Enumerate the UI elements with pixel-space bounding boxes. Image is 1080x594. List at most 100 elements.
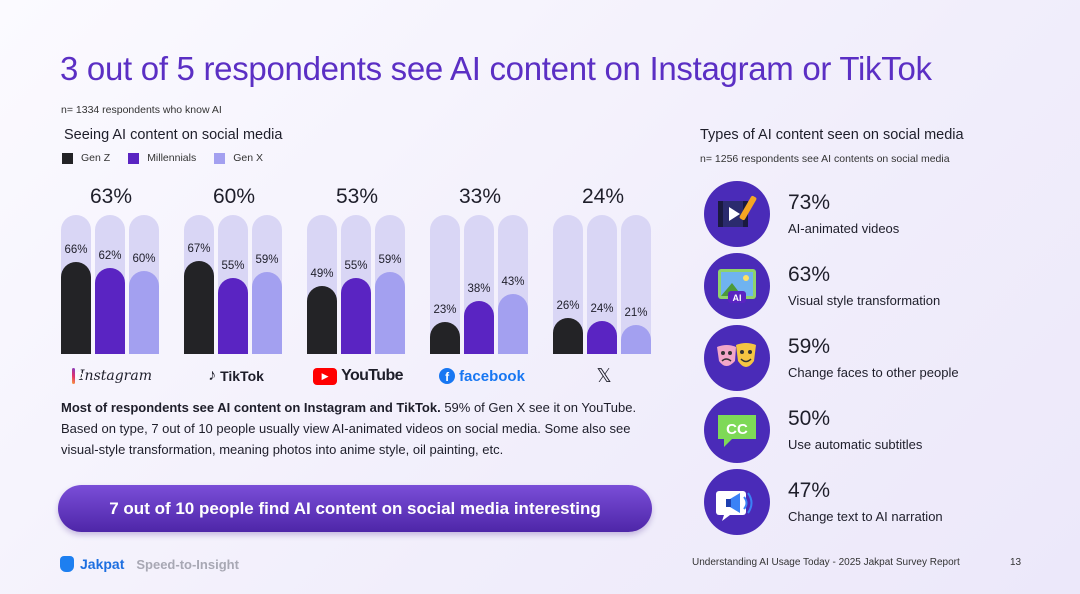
closed-caption-icon: CC bbox=[704, 397, 770, 463]
bar-value-label: 62% bbox=[98, 249, 122, 262]
bar-gen-x bbox=[252, 272, 282, 354]
bar-group-x: 24% 26% 24% 21% bbox=[553, 182, 653, 354]
bar-track bbox=[430, 215, 460, 354]
bar-millennials bbox=[218, 277, 248, 354]
type-pct: 73% bbox=[788, 191, 831, 214]
legend-label: Millennials bbox=[147, 152, 197, 164]
legend-item-gen-z: Gen Z bbox=[62, 152, 110, 164]
tiktok-icon: ♪ bbox=[208, 367, 217, 384]
bar-value-label: 67% bbox=[187, 242, 211, 255]
bar-track bbox=[498, 215, 528, 354]
facebook-icon: f bbox=[439, 368, 456, 384]
instagram-logo: Instagram bbox=[72, 365, 152, 387]
type-pct: 50% bbox=[788, 407, 831, 430]
type-label: Visual style transformation bbox=[788, 293, 941, 308]
legend-swatch bbox=[62, 152, 73, 164]
bar-track bbox=[307, 215, 337, 354]
bar-gen-z bbox=[430, 322, 460, 354]
bar-track bbox=[553, 215, 583, 354]
bar-track bbox=[184, 215, 214, 354]
group-total-label: 53% bbox=[335, 185, 379, 208]
bar-value-label: 60% bbox=[132, 252, 156, 265]
facebook-logo-text: facebook bbox=[459, 367, 525, 385]
bar-gen-z bbox=[184, 260, 214, 354]
bar-gen-z bbox=[307, 285, 337, 354]
summary-text: Most of respondents see AI content on In… bbox=[61, 397, 651, 460]
bar-track bbox=[464, 215, 494, 354]
bar-group-tiktok: 60% 67% 55% 59% bbox=[184, 182, 284, 354]
summary-bold: Most of respondents see AI content on In… bbox=[61, 400, 441, 415]
tiktok-logo-text: TikTok bbox=[220, 368, 264, 384]
type-item-change-faces: 59% Change faces to other people bbox=[704, 325, 1004, 393]
bar-track bbox=[129, 215, 159, 354]
group-total-label: 60% bbox=[212, 185, 256, 208]
bar-millennials bbox=[464, 301, 494, 354]
tiktok-logo: ♪ TikTok bbox=[198, 365, 274, 387]
type-item-animated-videos: 73% AI-animated videos bbox=[704, 181, 1004, 249]
bar-value-label: 21% bbox=[624, 306, 648, 319]
bar-value-label: 55% bbox=[221, 259, 245, 272]
bar-value-label: 55% bbox=[344, 259, 368, 272]
legend-swatch bbox=[128, 152, 140, 164]
report-title: Understanding AI Usage Today - 2025 Jakp… bbox=[692, 557, 960, 568]
group-total-label: 63% bbox=[89, 185, 133, 208]
bar-millennials bbox=[95, 267, 125, 354]
bar-millennials bbox=[341, 277, 371, 354]
bar-group-youtube: 53% 49% 55% 59% bbox=[307, 182, 407, 354]
bar-millennials bbox=[587, 320, 617, 354]
type-label: Use automatic subtitles bbox=[788, 437, 923, 452]
bar-gen-x bbox=[498, 294, 528, 354]
chart-legend: Gen Z Millennials Gen X bbox=[62, 152, 263, 164]
types-sample-note: n= 1256 respondents see AI contents on s… bbox=[700, 153, 950, 165]
legend-item-gen-x: Gen X bbox=[214, 152, 263, 164]
group-total-label: 33% bbox=[458, 185, 502, 208]
youtube-logo: ▶ YouTube bbox=[313, 365, 404, 387]
page-number: 13 bbox=[1010, 557, 1022, 568]
facebook-logo: f facebook bbox=[436, 365, 528, 387]
bar-track bbox=[61, 215, 91, 354]
x-logo: 𝕏 bbox=[584, 365, 624, 387]
x-logo-text: 𝕏 bbox=[596, 365, 612, 387]
youtube-logo-text: YouTube bbox=[341, 367, 403, 384]
type-item-visual-style: AI 63% Visual style transformation bbox=[704, 253, 1004, 321]
bar-gen-z bbox=[553, 317, 583, 354]
type-label: AI-animated videos bbox=[788, 221, 900, 236]
bar-gen-x bbox=[621, 324, 651, 354]
sample-note: n= 1334 respondents who know AI bbox=[61, 104, 222, 116]
instagram-icon bbox=[72, 368, 84, 384]
highlight-banner: 7 out of 10 people find AI content on so… bbox=[58, 485, 652, 532]
type-item-narration: 47% Change text to AI narration bbox=[704, 469, 1004, 537]
instagram-logo-text: Instagram bbox=[79, 368, 152, 384]
bar-value-label: 38% bbox=[467, 283, 491, 296]
theater-masks-icon bbox=[704, 325, 770, 391]
bar-value-label: 26% bbox=[556, 299, 580, 312]
bar-track bbox=[621, 215, 651, 354]
bar-value-label: 59% bbox=[255, 253, 279, 266]
bar-track bbox=[252, 215, 282, 354]
bar-gen-x bbox=[375, 272, 405, 354]
bar-track bbox=[341, 215, 371, 354]
types-title: Types of AI content seen on social media bbox=[700, 127, 964, 143]
film-pen-icon bbox=[704, 181, 770, 247]
jakpat-logo-icon bbox=[60, 556, 74, 572]
bar-track bbox=[375, 215, 405, 354]
bar-group-instagram: 63% 66% 62% 60% bbox=[61, 182, 161, 354]
bar-track bbox=[218, 215, 248, 354]
page-title: 3 out of 5 respondents see AI content on… bbox=[60, 50, 932, 87]
type-item-subtitles: CC 50% Use automatic subtitles bbox=[704, 397, 1004, 465]
bar-gen-z bbox=[61, 262, 91, 354]
type-pct: 63% bbox=[788, 263, 831, 286]
brand-tagline: Speed-to-Insight bbox=[136, 556, 239, 572]
bar-value-label: 24% bbox=[590, 302, 614, 315]
bar-group-facebook: 33% 23% 38% 43% bbox=[430, 182, 530, 354]
brand: Jakpat Speed-to-Insight bbox=[60, 556, 239, 572]
svg-text:AI: AI bbox=[733, 293, 742, 303]
chart-title: Seeing AI content on social media bbox=[64, 127, 283, 143]
legend-label: Gen Z bbox=[81, 152, 111, 164]
bar-value-label: 23% bbox=[433, 304, 457, 317]
brand-name: Jakpat bbox=[80, 556, 125, 572]
bar-value-label: 49% bbox=[310, 267, 334, 280]
youtube-play-icon: ▶ bbox=[313, 367, 338, 385]
svg-text:CC: CC bbox=[726, 421, 748, 438]
legend-label: Gen X bbox=[233, 152, 263, 164]
